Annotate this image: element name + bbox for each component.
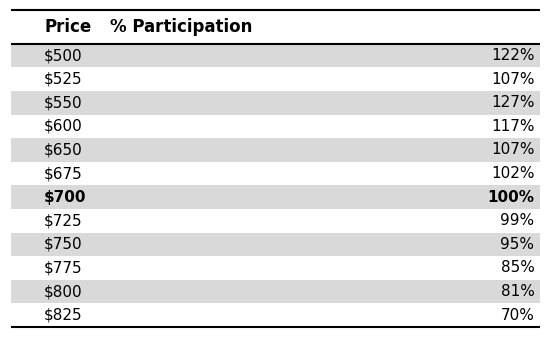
Text: $550: $550 xyxy=(44,95,83,110)
Text: $600: $600 xyxy=(44,119,83,134)
Text: $725: $725 xyxy=(44,213,83,228)
Bar xyxy=(11,44,540,67)
Bar xyxy=(11,185,540,209)
Text: $750: $750 xyxy=(44,237,83,252)
Text: 81%: 81% xyxy=(501,284,534,299)
Text: $775: $775 xyxy=(44,261,83,275)
Text: 107%: 107% xyxy=(491,143,534,157)
Text: $800: $800 xyxy=(44,284,83,299)
Text: $650: $650 xyxy=(44,143,83,157)
Text: 102%: 102% xyxy=(491,166,534,181)
Text: 70%: 70% xyxy=(501,308,534,323)
Text: $825: $825 xyxy=(44,308,83,323)
Text: $700: $700 xyxy=(44,190,87,205)
Text: 85%: 85% xyxy=(501,261,534,275)
Text: $525: $525 xyxy=(44,72,83,87)
Bar xyxy=(11,138,540,162)
Text: $675: $675 xyxy=(44,166,83,181)
Bar xyxy=(11,280,540,303)
Bar xyxy=(11,91,540,115)
Text: Price: Price xyxy=(44,18,91,36)
Text: $500: $500 xyxy=(44,48,83,63)
Text: 122%: 122% xyxy=(491,48,534,63)
Text: 127%: 127% xyxy=(491,95,534,110)
Text: 107%: 107% xyxy=(491,72,534,87)
Bar xyxy=(11,233,540,256)
Text: 95%: 95% xyxy=(500,237,534,252)
Text: 117%: 117% xyxy=(491,119,534,134)
Text: 100%: 100% xyxy=(488,190,534,205)
Text: % Participation: % Participation xyxy=(110,18,252,36)
Text: 99%: 99% xyxy=(500,213,534,228)
